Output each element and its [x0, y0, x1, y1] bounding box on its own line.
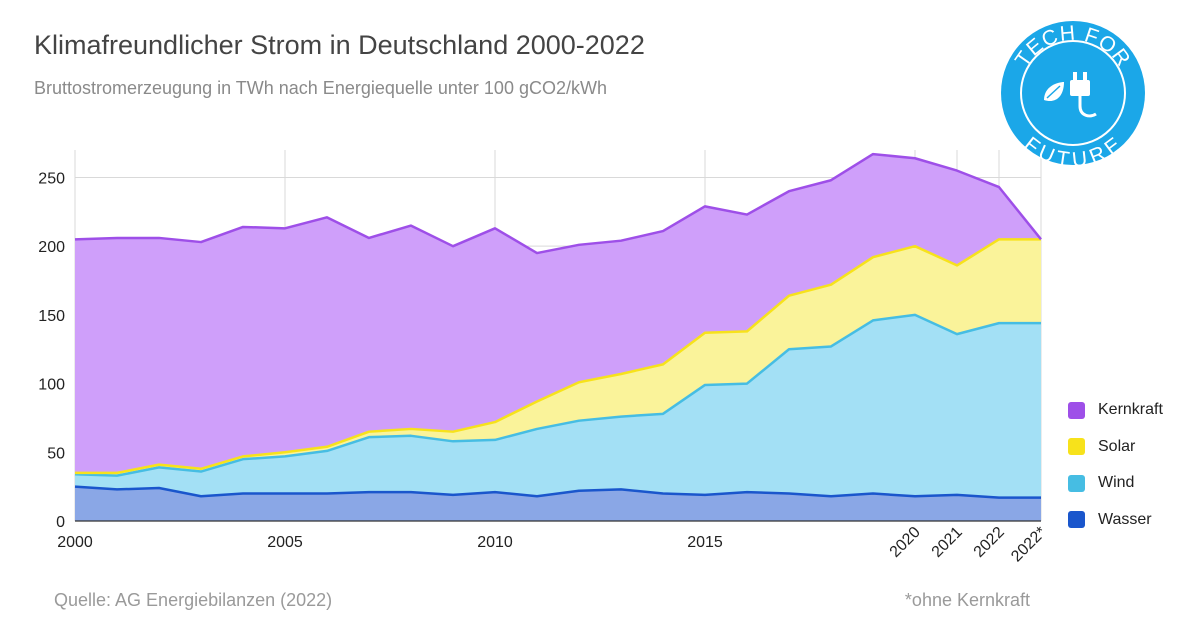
line-wind: [74, 313, 1041, 477]
x-tick-label-rotated: 2021: [929, 524, 966, 561]
legend-item-wasser: Wasser: [1068, 502, 1163, 539]
y-tick-label: 250: [38, 170, 65, 187]
area-solar: [75, 239, 1041, 476]
x-tick-label-rotated: 2022: [971, 524, 1008, 561]
area-wind: [75, 314, 1041, 498]
legend-label: Wind: [1098, 474, 1135, 492]
y-tick-label: 100: [38, 377, 65, 394]
chart-subtitle: Bruttostromerzeugung in TWh nach Energie…: [34, 78, 607, 98]
y-tick-label: 0: [56, 514, 65, 531]
legend-swatch: [1068, 511, 1085, 529]
x-tick-label-rotated: 2022*: [1008, 524, 1050, 566]
line-layer: [74, 152, 1042, 499]
x-tick-label: 2005: [267, 534, 303, 551]
legend-label: Solar: [1098, 437, 1136, 455]
legend: Kernkraft Solar Wind Wasser: [1068, 392, 1163, 538]
legend-swatch: [1068, 438, 1085, 456]
x-tick-label: 2000: [57, 534, 93, 551]
y-tick-label: 150: [38, 308, 65, 325]
legend-item-kernkraft: Kernkraft: [1068, 392, 1163, 429]
legend-swatch: [1068, 401, 1085, 419]
x-tick-label: 2010: [477, 534, 513, 551]
legend-swatch: [1068, 474, 1085, 492]
y-tick-label: 200: [38, 239, 65, 256]
legend-item-solar: Solar: [1068, 429, 1163, 466]
legend-label: Kernkraft: [1098, 401, 1163, 419]
y-tick-label: 50: [47, 445, 65, 462]
area-layer: [75, 154, 1041, 521]
tech-for-future-logo: TECH FOR FUTURE: [1001, 21, 1145, 166]
source-note: Quelle: AG Energiebilanzen (2022): [54, 590, 333, 610]
plug-leaf-icon: [1044, 72, 1097, 118]
line-kernkraft: [74, 152, 1042, 255]
legend-item-wind: Wind: [1068, 465, 1163, 502]
line-solar: [75, 238, 1041, 475]
logo-inner-ring: [1020, 40, 1126, 146]
line-wasser: [74, 485, 1041, 499]
x-tick-label: 2015: [687, 534, 723, 551]
area-kernkraft: [75, 154, 1041, 473]
chart-title: Klimafreundlicher Strom in Deutschland 2…: [34, 30, 645, 60]
legend-label: Wasser: [1098, 510, 1152, 528]
x-tick-label-rotated: 2020: [887, 524, 924, 561]
footnote: *ohne Kernkraft: [904, 590, 1030, 610]
